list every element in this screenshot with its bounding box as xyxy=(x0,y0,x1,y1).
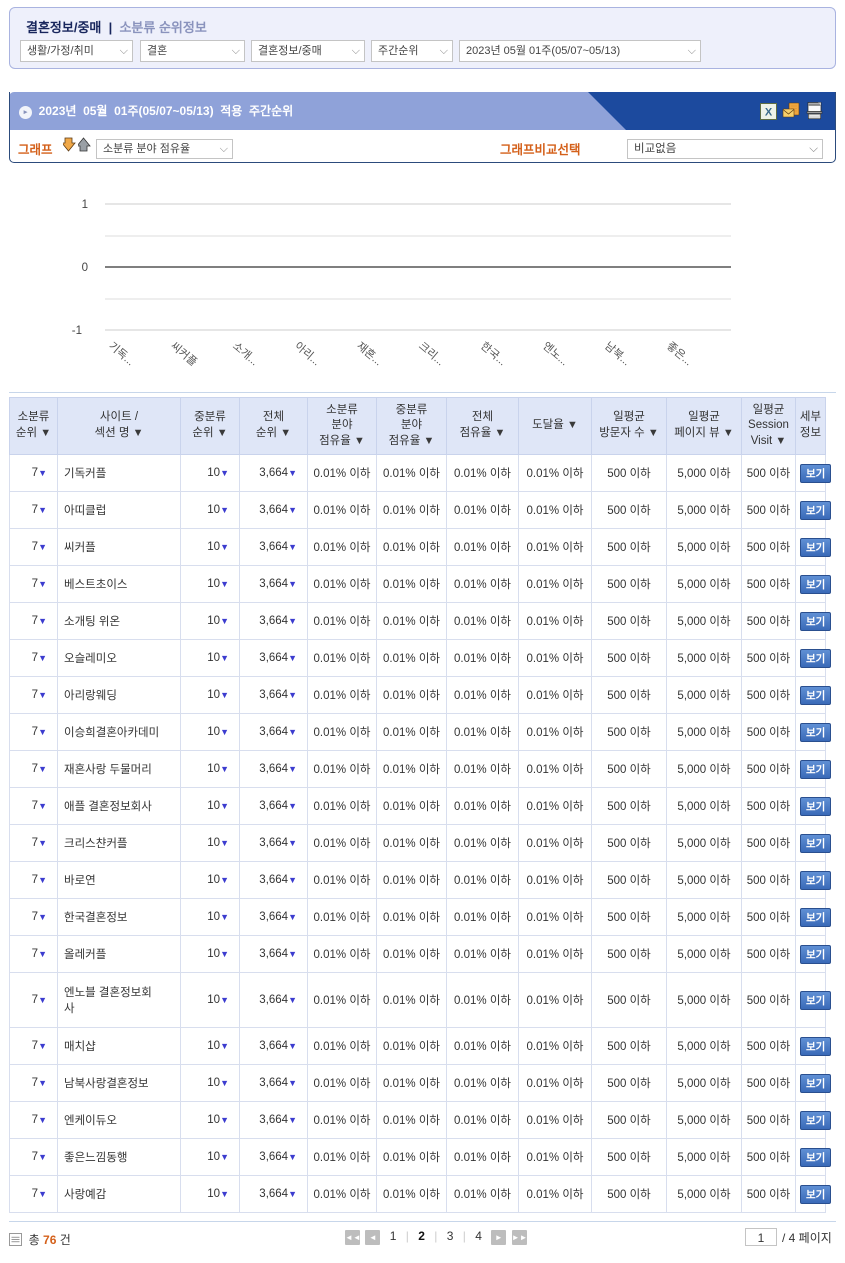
svg-text:아리...: 아리... xyxy=(292,339,323,368)
svg-text:기독...: 기독... xyxy=(106,339,137,368)
svg-text:소개...: 소개... xyxy=(230,339,261,368)
svg-text:재혼...: 재혼... xyxy=(354,339,385,368)
svg-text:씨커플: 씨커플 xyxy=(168,339,200,368)
svg-text:X: X xyxy=(765,107,773,119)
svg-text:0: 0 xyxy=(82,262,88,274)
svg-text:-1: -1 xyxy=(72,325,82,337)
svg-text:남북...: 남북... xyxy=(602,339,633,368)
svg-text:1: 1 xyxy=(82,199,88,211)
svg-text:크리...: 크리... xyxy=(416,339,447,368)
svg-text:한국...: 한국... xyxy=(478,339,509,368)
svg-text:엔노...: 엔노... xyxy=(540,339,571,368)
svg-text:좋은...: 좋은... xyxy=(664,339,695,368)
